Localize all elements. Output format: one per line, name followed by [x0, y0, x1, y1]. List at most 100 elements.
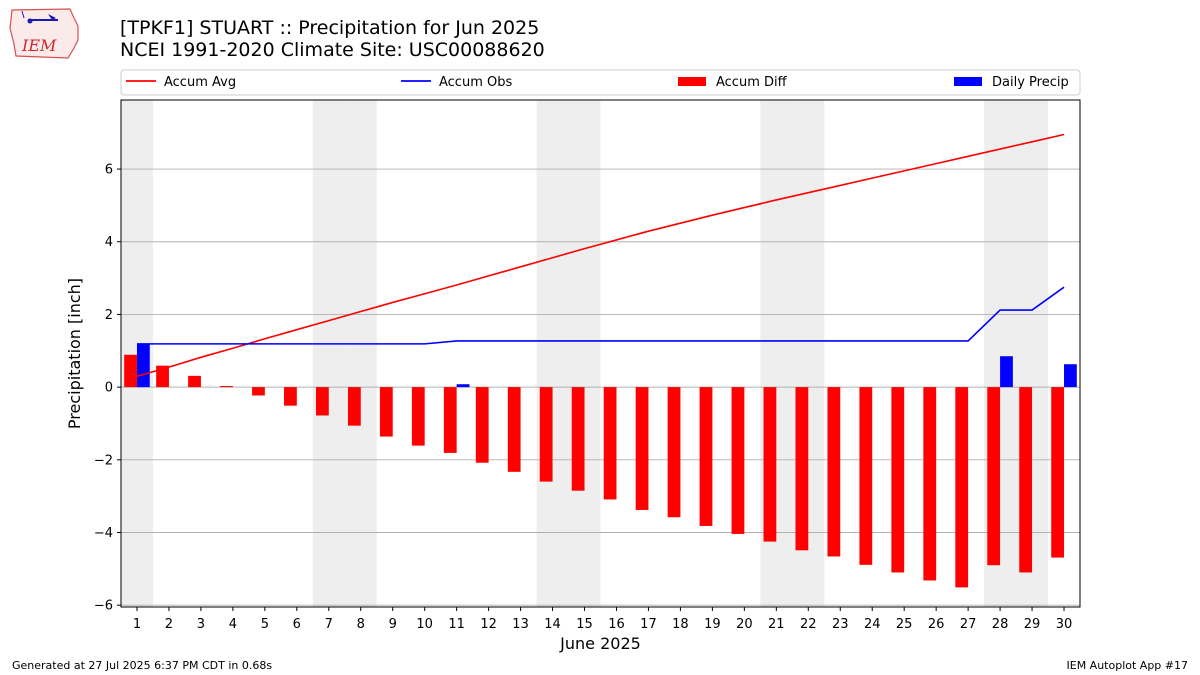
accum-diff-bar [188, 375, 201, 388]
x-tick-label: 23 [832, 617, 849, 632]
accum-diff-bar [635, 387, 649, 510]
accum-diff-bar [731, 387, 745, 534]
legend-label: Accum Obs [439, 75, 512, 90]
y-axis-label: Precipitation [inch] [65, 278, 84, 429]
y-tick-label: −4 [94, 526, 113, 541]
accum-diff-bar [252, 387, 265, 396]
weekend-shade [792, 100, 825, 607]
x-tick-label: 13 [512, 617, 529, 632]
legend-label: Daily Precip [992, 75, 1069, 90]
x-tick-label: 26 [928, 617, 945, 632]
legend-label: Accum Avg [164, 75, 236, 90]
x-tick-label: 24 [864, 617, 881, 632]
accum-diff-bar [539, 387, 553, 482]
accum-diff-bar [220, 386, 233, 388]
svg-text:IEM: IEM [21, 36, 57, 55]
x-tick-label: 9 [389, 617, 397, 632]
weekend-shade [1016, 100, 1049, 607]
x-tick-label: 4 [229, 617, 237, 632]
accum-diff-bar [284, 387, 297, 406]
weekend-shade [312, 100, 345, 607]
accum-diff-bar [124, 354, 137, 388]
x-tick-label: 8 [357, 617, 365, 632]
chart-title: [TPKF1] STUART :: Precipitation for Jun … [120, 17, 540, 39]
weekend-shade [121, 100, 153, 607]
daily-precip-bar [1064, 364, 1077, 388]
x-tick-label: 22 [800, 617, 817, 632]
x-tick-label: 10 [416, 617, 433, 632]
accum-diff-bar [699, 387, 713, 526]
accum-diff-bar [763, 387, 777, 542]
accum-diff-bar [443, 387, 457, 453]
accum-diff-bar [411, 387, 425, 446]
x-tick-label: 1 [133, 617, 141, 632]
legend-label: Accum Diff [716, 75, 788, 90]
accum-diff-bar [315, 387, 329, 416]
x-tick-label: 7 [325, 617, 333, 632]
x-tick-label: 5 [261, 617, 269, 632]
accum-diff-bar [507, 387, 521, 472]
accum-diff-bar [923, 387, 937, 581]
x-tick-label: 11 [448, 617, 465, 632]
x-tick-label: 17 [640, 617, 657, 632]
accum-diff-bar [475, 387, 489, 463]
y-tick-label: 2 [105, 308, 113, 323]
x-tick-label: 16 [608, 617, 625, 632]
weekend-shade [568, 100, 601, 607]
x-tick-label: 3 [197, 617, 205, 632]
accum-diff-bar [955, 387, 969, 588]
chart-subtitle: NCEI 1991-2020 Climate Site: USC00088620 [120, 39, 545, 61]
app-label: IEM Autoplot App #17 [1066, 659, 1189, 672]
legend-bar-swatch [678, 77, 706, 86]
x-tick-label: 15 [576, 617, 593, 632]
x-tick-label: 29 [1024, 617, 1041, 632]
iem-logo: IEM [9, 8, 79, 59]
x-tick-label: 2 [165, 617, 173, 632]
accum-diff-bar [156, 365, 169, 388]
accum-diff-bar [1019, 387, 1033, 573]
legend-bar-swatch [954, 77, 982, 86]
accum-diff-bar [987, 387, 1001, 566]
weekend-shade [760, 100, 793, 607]
accum-diff-bar [827, 387, 841, 557]
weekend-shade [536, 100, 569, 607]
x-tick-label: 14 [544, 617, 561, 632]
y-tick-label: 4 [105, 235, 113, 250]
plot-content [121, 100, 1080, 607]
accum-diff-bar [571, 387, 585, 491]
accum-avg-line [136, 133, 1065, 377]
y-tick-label: 0 [105, 381, 113, 396]
x-tick-label: 28 [992, 617, 1009, 632]
weekend-shade [984, 100, 1017, 607]
accum-diff-bar [347, 387, 361, 426]
weekend-shade [344, 100, 377, 607]
daily-precip-bar [136, 343, 150, 388]
accum-diff-bar [379, 387, 393, 437]
daily-precip-bar [456, 384, 470, 388]
plot-frame [120, 99, 1081, 608]
x-tick-label: 30 [1056, 617, 1073, 632]
x-tick-label: 18 [672, 617, 689, 632]
legend-box [120, 69, 1081, 96]
accum-diff-bar [859, 387, 873, 565]
generated-timestamp: Generated at 27 Jul 2025 6:37 PM CDT in … [12, 659, 273, 672]
accum-diff-bar [891, 387, 905, 573]
x-tick-label: 25 [896, 617, 913, 632]
y-tick-label: −2 [94, 453, 113, 468]
accum-diff-bar [795, 387, 809, 551]
y-tick-label: −6 [94, 599, 113, 614]
x-tick-label: 6 [293, 617, 301, 632]
legend: Accum Avg Accum Obs Accum Diff Daily Precip [120, 69, 1081, 96]
accum-diff-bar [603, 387, 617, 500]
x-tick-label: 12 [480, 617, 497, 632]
accum-diff-bar [667, 387, 681, 518]
x-tick-label: 20 [736, 617, 753, 632]
accum-obs-line [136, 286, 1065, 345]
x-axis-label: June 2025 [559, 634, 641, 653]
y-tick-label: 6 [105, 163, 113, 178]
daily-precip-bar [1000, 356, 1013, 388]
accum-diff-bar [1051, 387, 1065, 558]
x-tick-label: 19 [704, 617, 721, 632]
x-tick-label: 27 [960, 617, 977, 632]
